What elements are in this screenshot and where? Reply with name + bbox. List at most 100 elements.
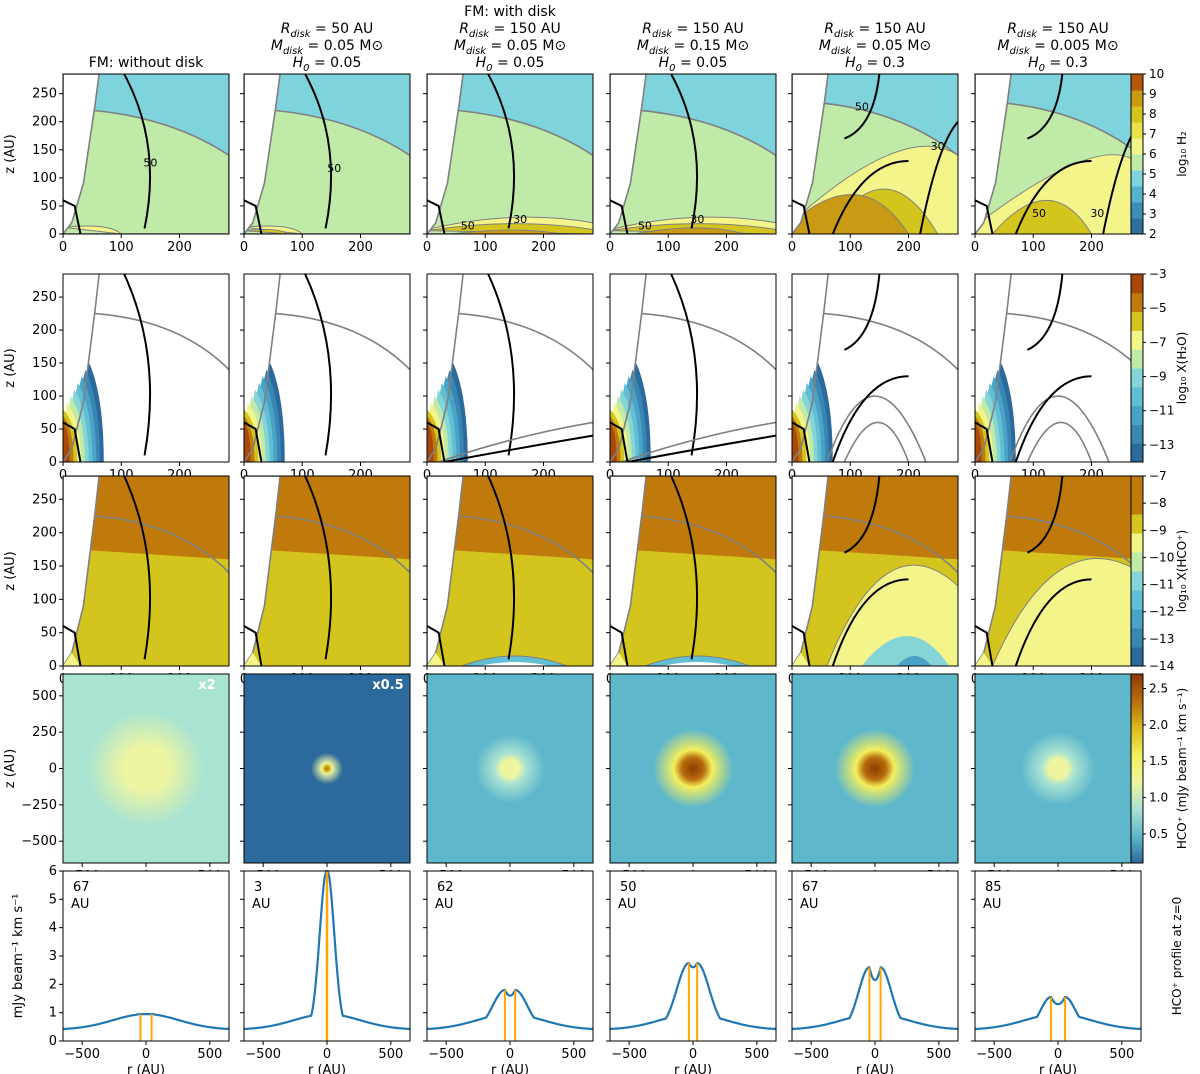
y-tick-label: 0 <box>49 455 57 470</box>
contour-label: 50 <box>461 220 475 233</box>
colorbar-segment <box>1131 552 1143 572</box>
x-tick-label: 100 <box>109 240 134 255</box>
density-contour <box>1009 395 1110 462</box>
hco-abundance-panel <box>427 476 593 666</box>
y-axis-label: z (AU) <box>3 551 18 591</box>
contour-label: 30 <box>690 213 704 226</box>
abundance-level <box>427 422 434 462</box>
colorbar-segment <box>1131 292 1143 313</box>
hco-abundance-panel <box>792 476 958 666</box>
peak-separation-unit: AU <box>983 897 1001 912</box>
x-tick-label: 200 <box>1079 240 1104 255</box>
colorbar-segment <box>1131 74 1143 91</box>
emission-blob <box>832 727 918 810</box>
peak-separation-unit: AU <box>800 897 818 912</box>
axes-border <box>426 273 594 463</box>
density-contour <box>275 515 410 574</box>
density-contour <box>975 274 1012 462</box>
density-contour <box>275 312 410 371</box>
column-title-line: Mdisk = 0.15 M⊙ <box>637 38 749 57</box>
temperature-contour <box>304 476 333 660</box>
column-title-line: H0 = 0.05 <box>293 55 362 74</box>
density-contour <box>63 274 100 462</box>
colorbar-tick-label: 6 <box>1149 147 1157 161</box>
y-tick-label: 3 <box>49 949 57 964</box>
colorbar-tick-label: 1.5 <box>1149 754 1168 768</box>
x-tick-label: 200 <box>896 240 921 255</box>
x-tick-label: 0 <box>506 1047 514 1062</box>
density-contour <box>1006 312 1141 371</box>
colorbar-tick-label: 2.5 <box>1149 682 1168 696</box>
abundance-level <box>662 662 733 666</box>
density-contour <box>94 312 229 371</box>
x-tick-label: 500 <box>1109 1047 1134 1062</box>
temperature-contour <box>670 74 699 229</box>
column-title-line: Rdisk = 150 AU <box>824 21 926 40</box>
outflow-cavity <box>244 74 281 234</box>
y-tick-label: 0 <box>49 659 57 674</box>
temperature-contour <box>792 421 811 462</box>
temperature-contour <box>792 199 811 234</box>
x-axis-label: r (AU) <box>674 1063 712 1074</box>
temperature-contour <box>792 625 811 666</box>
colorbar: −3 −5 −7 −9 −11 −13 log₁₀ X(H₂O) <box>1130 267 1189 463</box>
column-title-line: FM: with disk <box>464 4 557 20</box>
hco-intensity-map <box>792 674 958 863</box>
axes-border <box>426 73 594 235</box>
abundance-level <box>479 662 550 666</box>
colorbar-tick-label: −13 <box>1149 438 1174 452</box>
temperature-contour <box>123 74 152 229</box>
column-title-line: Mdisk = 0.05 M⊙ <box>271 38 383 57</box>
temperature-contour <box>1014 375 1092 462</box>
abundance-level <box>427 549 593 666</box>
abundance-level <box>610 549 776 666</box>
y-tick-label: 0 <box>49 762 57 777</box>
x-tick-label: −500 <box>64 1047 100 1062</box>
axes-border <box>791 273 959 463</box>
hco-profile-panel: 3 AU <box>243 869 411 1041</box>
hco-profile-panel: 62 AU <box>426 871 594 1041</box>
temperature-contour <box>831 160 909 234</box>
hco-abundance-panel <box>244 476 410 666</box>
y-axis-label: z (AU) <box>3 348 18 388</box>
axes-border <box>243 475 411 667</box>
temperature-contour <box>670 274 699 456</box>
temperature-contour <box>1027 74 1064 140</box>
colorbar-segment <box>1131 349 1143 369</box>
colorbar-segment <box>1131 514 1143 534</box>
axes-border <box>243 273 411 463</box>
profile-line <box>974 996 1142 1031</box>
hco-intensity-map <box>427 674 593 863</box>
hco-profile-panel: 67 AU <box>791 871 959 1041</box>
temperature-contour <box>843 274 881 351</box>
temperature-contour <box>1026 274 1064 351</box>
panel-background <box>610 871 776 1041</box>
profile-line <box>62 1013 230 1031</box>
colorbar-label: log₁₀ X(H₂O) <box>1175 332 1189 405</box>
abundance-level <box>792 422 799 462</box>
colorbar-segment <box>1131 122 1143 139</box>
y-tick-label: 100 <box>32 592 57 607</box>
x-tick-label: 200 <box>714 240 739 255</box>
y-tick-label: 5 <box>49 892 57 907</box>
density-contour <box>458 515 593 574</box>
y-tick-label: 150 <box>32 143 57 158</box>
colorbar-segment <box>1131 609 1143 629</box>
axes-frame: −500 0 500 r (AU) <box>788 870 959 1074</box>
colorbar-tick-label: −12 <box>1149 605 1174 619</box>
temperature-contour <box>831 578 909 666</box>
colorbar-tick-label: −9 <box>1149 370 1167 384</box>
x-tick-label: −500 <box>976 1047 1012 1062</box>
column-title-line: Mdisk = 0.05 M⊙ <box>819 38 931 57</box>
emission-blob <box>1018 729 1098 808</box>
axes-frame: 0 100 200 <box>788 73 959 255</box>
y-tick-label: 6 <box>49 864 57 879</box>
abundance-level <box>63 652 81 666</box>
outflow-cavity <box>975 74 1012 234</box>
colorbar-segment <box>1131 186 1143 203</box>
column-title-line: H0 = 0.3 <box>845 55 905 74</box>
density-contour <box>94 515 229 574</box>
abundance-level <box>861 636 950 666</box>
y-tick-label: 2 <box>49 977 57 992</box>
